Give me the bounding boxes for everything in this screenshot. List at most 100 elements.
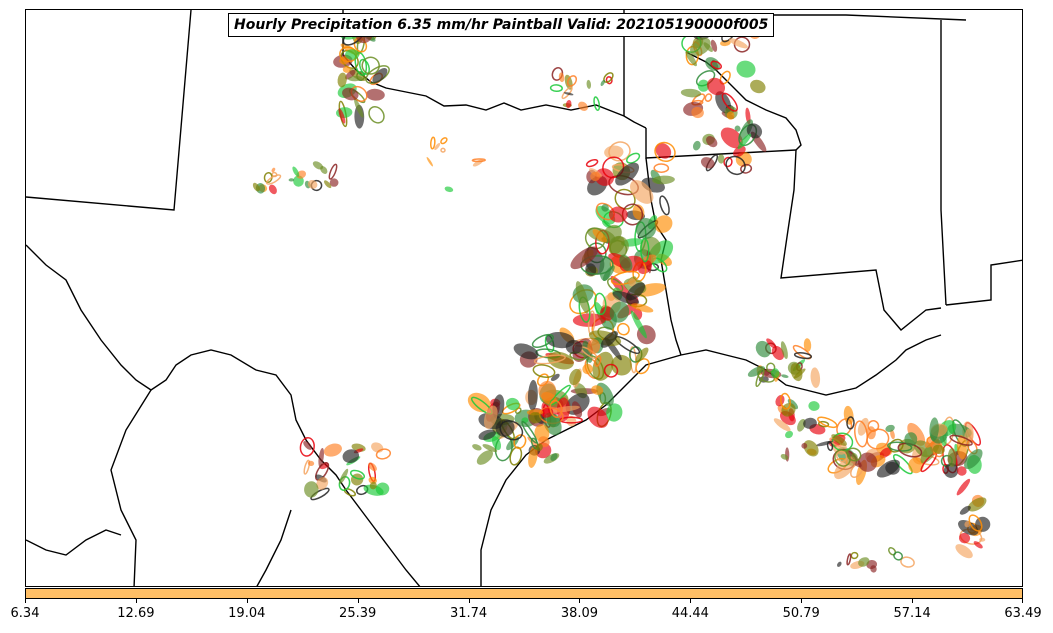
precip-contour [697,79,710,92]
precip-contour [846,553,852,566]
precip-contour [857,452,878,472]
precip-contour [816,440,833,447]
colorbar-tick-label: 38.09 [560,606,599,621]
precip-contour [345,49,360,60]
precip-contour [612,290,640,305]
colorbar-tick [579,599,581,603]
precip-contour [640,236,661,258]
precip-contour [549,405,580,413]
colorbar-tick [912,599,914,603]
colorbar-tick [357,599,359,603]
precip-contour [591,385,604,395]
precip-contour [973,541,983,549]
precip-contour [706,136,718,148]
precip-contour [609,301,630,323]
precip-contour [288,178,295,182]
precip-contour [790,363,803,382]
precip-contour [700,157,715,169]
rio-grande-border [26,244,421,586]
precip-contour [482,444,498,453]
precip-contour [593,96,601,111]
precip-contour [303,440,313,450]
precip-contour [366,88,385,101]
precip-contour [616,322,630,336]
precip-contour [900,556,915,568]
colorbar-tick-label: 19.04 [228,606,266,621]
precip-contour [307,460,315,467]
precip-contour [728,38,748,49]
precip-contour [628,278,636,287]
precip-contour [252,182,260,192]
precip-contour [575,281,590,314]
precip-contour [704,93,713,102]
precip-contour [342,65,351,73]
precip-contour [949,434,973,446]
colorbar-tick [1022,599,1023,603]
precip-contour [885,424,895,432]
precip-contour [444,186,454,193]
precip-contour [566,75,578,87]
precip-contour [592,229,608,243]
colorbar-tick [246,599,248,603]
precip-contour [885,461,900,475]
precip-contour [582,363,593,375]
precip-contour [343,488,357,497]
precip-contour [888,547,897,556]
colorbar-tick-label: 50.79 [782,606,820,621]
precip-contour [964,448,983,470]
precip-contour [320,166,328,174]
precip-contour [587,339,601,355]
precip-contour [652,175,675,185]
precip-contour [781,374,789,378]
precip-contour [680,88,702,98]
precip-contour [368,106,385,124]
precip-contour [310,487,330,501]
precip-contour [834,449,851,467]
precip-contour [558,72,565,83]
precip-contour [363,484,384,496]
new-mexico-east-border [26,10,192,211]
precip-contour [349,469,366,480]
precip-contour [780,392,791,410]
precip-contour [803,440,819,457]
precip-contour [640,237,650,263]
precip-contour [265,174,282,185]
precip-contour [632,204,645,220]
colorbar-tick-label: 44.44 [671,606,709,621]
precip-contour [570,246,598,270]
precip-contour [299,437,315,457]
precip-contour [817,416,838,429]
precip-contour [372,68,388,83]
precip-contour [858,557,870,567]
precip-contour [726,111,735,120]
precip-contour [566,415,577,427]
precip-contour [747,366,765,377]
precip-contour [705,57,721,71]
precip-contour [785,430,793,439]
precip-contour [771,345,785,361]
precip-contour [736,60,756,78]
precip-contour [958,520,979,536]
precip-contour [610,270,640,286]
precip-contour [550,453,558,461]
precip-contour [549,84,563,93]
colorbar-tick-label: 6.34 [10,606,40,621]
precip-contour [611,354,632,376]
precip-contour [586,79,592,89]
colorbar-tick-label: 63.49 [1004,606,1042,621]
precip-contour [755,367,765,388]
precip-contour [527,379,538,411]
precip-contour [630,310,647,339]
precip-contour [476,450,493,465]
precip-contour [603,363,619,378]
precip-contour [801,442,808,449]
precip-contour [513,343,539,360]
precip-contour [499,420,524,441]
precip-contour [635,218,657,239]
precip-contour [303,459,311,475]
precip-contour [606,403,623,422]
mexico-state-border-2 [256,509,292,586]
precip-contour [710,60,723,70]
precip-contour [725,155,746,176]
precip-contour [565,100,572,109]
